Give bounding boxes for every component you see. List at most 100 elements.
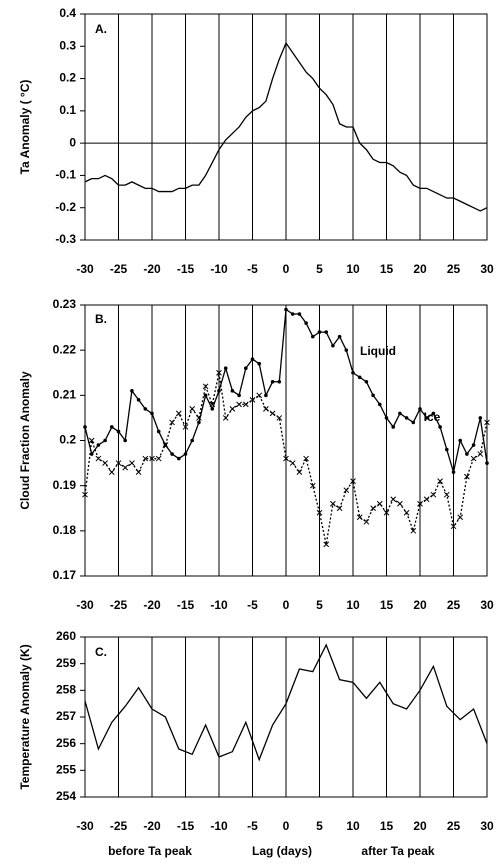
point	[216, 369, 222, 376]
x-tick-label: 10	[346, 262, 360, 276]
point	[296, 469, 303, 475]
point	[376, 500, 383, 507]
point	[485, 461, 489, 465]
x-tick-label: -5	[247, 598, 258, 612]
point	[175, 410, 182, 417]
point	[383, 509, 390, 516]
x-tick-label: -20	[143, 262, 161, 276]
y-tick-label: 0.23	[53, 297, 77, 311]
point	[217, 389, 221, 393]
point	[102, 460, 108, 466]
point	[115, 460, 122, 466]
x-tick-label: -20	[143, 598, 161, 612]
point	[230, 389, 235, 393]
point	[182, 424, 189, 430]
point	[110, 425, 114, 429]
y-axis-label: Cloud Fraction Anomaly	[18, 371, 32, 510]
point	[129, 460, 135, 466]
point	[270, 379, 275, 384]
point	[95, 455, 102, 462]
x-tick-label: -10	[210, 819, 228, 833]
point	[417, 500, 423, 507]
point	[264, 393, 268, 398]
y-tick-label: 0.18	[53, 523, 77, 537]
x-tick-label: -30	[76, 819, 94, 833]
x-tick-label: -15	[177, 598, 195, 612]
point	[103, 438, 107, 443]
point	[357, 375, 362, 380]
point	[378, 402, 382, 407]
point	[363, 518, 370, 525]
point	[437, 478, 443, 485]
point	[484, 419, 490, 426]
point	[183, 452, 188, 456]
x-tick-label: -10	[210, 598, 228, 612]
point	[471, 443, 476, 447]
point	[189, 406, 196, 412]
point	[122, 464, 129, 471]
point	[277, 379, 282, 384]
y-tick-label: 0.4	[59, 6, 76, 20]
point	[430, 491, 437, 498]
point	[170, 452, 174, 456]
point	[431, 411, 436, 416]
point	[391, 425, 396, 429]
x-tick-label: 0	[283, 262, 290, 276]
point	[390, 496, 397, 503]
point	[410, 527, 417, 534]
x-tick-label: -30	[76, 262, 94, 276]
point	[330, 500, 336, 507]
y-tick-label: 259	[56, 656, 76, 670]
point	[317, 330, 322, 334]
point	[89, 452, 94, 456]
point	[397, 500, 403, 507]
point	[323, 541, 330, 548]
y-tick-label: 255	[56, 763, 76, 777]
point	[196, 415, 202, 421]
x-tick-label: -5	[247, 262, 258, 276]
point	[290, 312, 295, 316]
x-tick-label: 30	[480, 819, 494, 833]
x-tick-label: 5	[316, 262, 323, 276]
x-tick-label: 25	[447, 598, 461, 612]
x-tick-label: 30	[480, 598, 494, 612]
y-tick-label: 0.3	[59, 38, 76, 52]
x-tick-label: 5	[316, 819, 323, 833]
point	[156, 429, 161, 434]
point	[263, 406, 269, 412]
point	[331, 343, 335, 348]
y-tick-label: 0	[69, 135, 76, 149]
x-tick-label: -25	[110, 819, 128, 833]
point	[237, 393, 241, 398]
x-tick-label: 10	[346, 598, 360, 612]
x-tick-label: 15	[380, 262, 394, 276]
x-tick-label: 15	[380, 598, 394, 612]
point	[343, 487, 350, 494]
y-tick-label: 0.21	[53, 388, 77, 402]
point	[438, 425, 442, 429]
point	[411, 420, 416, 425]
point	[457, 514, 464, 521]
point	[356, 514, 363, 521]
point	[256, 392, 263, 399]
point	[96, 443, 101, 447]
point	[108, 469, 115, 475]
y-tick-label: 258	[56, 683, 76, 697]
point	[155, 455, 162, 462]
point	[162, 442, 169, 448]
point	[304, 321, 308, 325]
point	[424, 416, 429, 420]
y-axis-label: Temperature Anomaly (K)	[18, 644, 32, 789]
y-tick-label: 256	[56, 736, 76, 750]
point	[423, 496, 430, 503]
point	[203, 393, 208, 398]
point	[249, 396, 256, 403]
point	[222, 415, 229, 421]
point	[284, 307, 288, 312]
annotation: A.	[95, 22, 107, 36]
y-tick-label: 0.2	[59, 71, 76, 85]
point	[418, 407, 422, 411]
series-line	[84, 643, 488, 762]
point	[478, 416, 483, 420]
point	[123, 438, 127, 443]
